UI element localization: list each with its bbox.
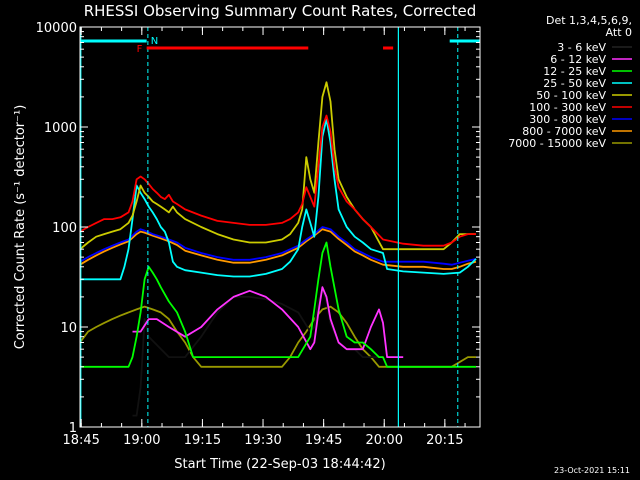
x-axis: 18:45 19:00 19:15 19:30 19:45 20:00 20:15 (62, 27, 466, 448)
legend-label: 6 - 12 keV (550, 53, 606, 66)
x-tick-label: 19:45 (305, 433, 342, 448)
series-line-12-25-kev (80, 241, 476, 368)
x-axis-label: Start Time (22-Sep-03 18:44:42) (174, 457, 385, 472)
legend-label: 3 - 6 keV (557, 41, 606, 54)
y-tick-label: 10 (60, 321, 77, 336)
x-tick-label: 19:30 (244, 433, 281, 448)
x-tick-label: 20:00 (366, 433, 403, 448)
legend-label: 7000 - 15000 keV (508, 137, 606, 150)
x-tick-label: 19:15 (184, 433, 221, 448)
series-line-300-800-kev (79, 226, 477, 266)
legend-label: 12 - 25 keV (543, 65, 606, 78)
y-axis: 1 10 100 1000 10000 (36, 21, 480, 436)
legend-label: 800 - 7000 keV (522, 125, 606, 138)
legend-label: 25 - 50 keV (543, 77, 606, 90)
flare-flag-label: F (137, 44, 143, 55)
night-flag-label: N (151, 36, 158, 47)
y-tick-label: 1000 (44, 121, 77, 136)
series-line-800-7000-kev (79, 228, 477, 270)
y-tick-label: 10000 (36, 21, 77, 36)
x-tick-label: 20:15 (426, 433, 463, 448)
y-tick-label: 1 (69, 421, 77, 436)
x-tick-label: 18:45 (62, 433, 99, 448)
y-axis-label: Corrected Count Rate (s⁻¹ detector⁻¹) (13, 105, 28, 350)
footer-timestamp: 23-Oct-2021 15:11 (554, 466, 630, 475)
series-group (79, 81, 477, 417)
series-line-6-12-kev (132, 286, 404, 359)
y-tick-label: 100 (52, 221, 77, 236)
legend-label: 300 - 800 keV (529, 113, 606, 126)
legend-label: 50 - 100 keV (536, 89, 606, 102)
series-line-100-300-kev (79, 114, 476, 247)
legend-label: 100 - 300 keV (529, 101, 606, 114)
legend-detectors: Det 1,3,4,5,6,9, (546, 14, 632, 27)
legend-attenuator: Att 0 (606, 26, 632, 39)
chart-title: RHESSI Observing Summary Count Rates, Co… (84, 2, 477, 20)
x-tick-label: 19:00 (123, 433, 160, 448)
